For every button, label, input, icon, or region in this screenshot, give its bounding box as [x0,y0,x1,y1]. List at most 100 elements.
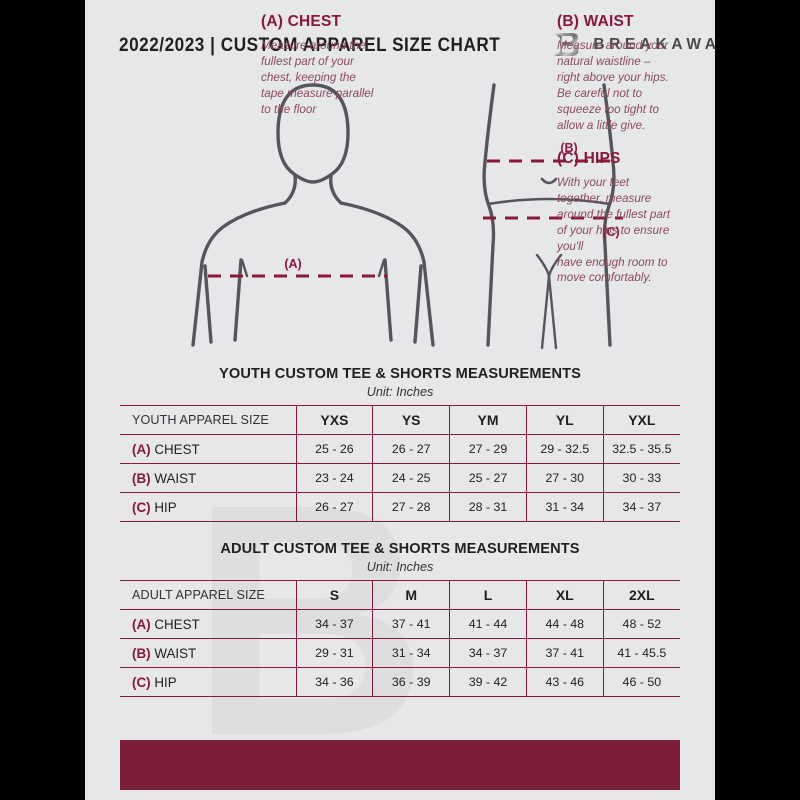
youth-size-header-2: YM [449,405,527,435]
page-title: 2022/2023 | CUSTOM APPAREL SIZE CHART [119,33,501,56]
adult-size-section: ADULT CUSTOM TEE & SHORTS MEASUREMENTS U… [85,541,715,697]
youth-chest-yl: 29 - 32.5 [525,434,604,464]
brand-logo: BREAKAWAY [552,30,715,60]
youth-waist-ys: 24 - 25 [372,463,450,493]
row-tag: (B) [132,470,151,486]
instruction-chest: (A) CHEST Measure around the fullest par… [261,13,441,118]
breakaway-b-logo-icon [554,33,579,56]
adult-row-label-chest: (A) CHEST [120,609,296,639]
row-tag: (A) [132,441,151,457]
row-label-text: CHEST [154,441,200,457]
youth-hip-yl: 31 - 34 [525,492,604,522]
table-row: (C) HIP 34 - 36 36 - 39 39 - 42 43 - 46 … [120,667,680,697]
adult-size-header-4: 2XL [602,580,680,610]
youth-chest-yxl: 32.5 - 35.5 [602,434,680,464]
adult-chest-s: 34 - 37 [295,609,373,639]
row-tag: (B) [132,645,151,661]
figure-right-arm [339,201,435,347]
adult-size-table: ADULT APPAREL SIZE S M L XL 2XL (A) CHES… [120,580,680,697]
row-tag: (C) [132,674,151,690]
adult-table-title: ADULT CUSTOM TEE & SHORTS MEASUREMENTS [220,541,580,557]
instruction-waist-body: Measure around your natural waistline – … [557,39,669,132]
youth-row-label-chest: (A) CHEST [120,434,296,464]
table-row: (A) CHEST 25 - 26 26 - 27 27 - 29 29 - 3… [120,434,680,464]
table-row: (B) WAIST 23 - 24 24 - 25 25 - 27 27 - 3… [120,463,680,493]
instruction-chest-body: Measure around the fullest part of your … [261,39,374,116]
adult-chest-xl: 44 - 48 [525,609,604,639]
row-label-text: HIP [154,499,177,515]
row-label-text: CHEST [154,616,200,632]
size-chart-page: B 2022/2023 | CUSTOM APPAREL SIZE CHART [85,0,715,800]
youth-hip-yxs: 26 - 27 [295,492,373,522]
adult-waist-l: 34 - 37 [449,638,527,668]
figure-left-arm [191,201,287,347]
youth-chest-ym: 27 - 29 [449,434,527,464]
table-row: (C) HIP 26 - 27 27 - 28 28 - 31 31 - 34 … [120,492,680,522]
instruction-waist-heading: (B) WAIST [557,13,634,30]
adult-label-header: ADULT APPAREL SIZE [120,580,296,610]
adult-row-label-hip: (C) HIP [120,667,296,697]
youth-chest-yxs: 25 - 26 [295,434,373,464]
adult-size-header-0: S [295,580,373,610]
footer-bar [120,740,680,790]
figure-hip-curve [486,197,612,206]
chest-marker-label: (A) [284,257,301,271]
youth-chest-ys: 26 - 27 [372,434,450,464]
table-header-row: ADULT APPAREL SIZE S M L XL 2XL [120,580,680,610]
figure-hip-left [482,83,496,347]
youth-row-label-waist: (B) WAIST [120,463,296,493]
row-label-text: HIP [154,674,177,690]
instruction-hips-body: With your feet together, measure around … [557,176,671,285]
youth-hip-ym: 28 - 31 [449,492,527,522]
figure-hem-left [233,258,243,342]
youth-waist-ym: 25 - 27 [449,463,527,493]
figure-navel [540,177,558,185]
instruction-hips-heading: (C) HIPS [557,150,621,167]
youth-hip-ys: 27 - 28 [372,492,450,522]
adult-hip-m: 36 - 39 [372,667,450,697]
waist-marker-label: (B) [560,141,577,155]
figure-inner-left [540,274,551,350]
youth-table-unit: Unit: Inches [366,385,434,399]
adult-chest-l: 41 - 44 [449,609,527,639]
adult-hip-xl: 43 - 46 [525,667,604,697]
figure-neck-left [283,173,297,205]
adult-hip-s: 34 - 36 [295,667,373,697]
instruction-waist: (B) WAIST Measure around your natural wa… [557,13,707,133]
youth-size-header-0: YXS [295,405,373,435]
figure-torso-right [413,264,423,344]
youth-table-title: YOUTH CUSTOM TEE & SHORTS MEASUREMENTS [219,366,581,382]
row-label-text: WAIST [154,470,197,486]
adult-size-header-1: M [372,580,450,610]
adult-table-unit: Unit: Inches [366,560,434,574]
table-header-row: YOUTH APPAREL SIZE YXS YS YM YL YXL [120,405,680,435]
figure-neck-right [329,173,343,205]
adult-waist-s: 29 - 31 [295,638,373,668]
adult-chest-m: 37 - 41 [372,609,450,639]
youth-label-header: YOUTH APPAREL SIZE [120,405,296,435]
youth-size-header-3: YL [525,405,604,435]
youth-size-table: YOUTH APPAREL SIZE YXS YS YM YL YXL (A) … [120,405,680,522]
figure-hem-right [383,258,393,342]
youth-hip-yxl: 34 - 37 [602,492,680,522]
youth-waist-yxs: 23 - 24 [295,463,373,493]
instruction-hips: (C) HIPS With your feet together, measur… [557,150,707,286]
youth-waist-yl: 27 - 30 [525,463,604,493]
body-measurement-illustration: (A) (B) (C) [85,70,715,370]
figure-inner-right [547,274,558,350]
youth-size-header-1: YS [372,405,450,435]
row-label-text: WAIST [154,645,197,661]
instruction-chest-heading: (A) CHEST [261,13,342,30]
row-tag: (C) [132,499,151,515]
table-row: (A) CHEST 34 - 37 37 - 41 41 - 44 44 - 4… [120,609,680,639]
adult-chest-2xl: 48 - 52 [602,609,680,639]
adult-row-label-waist: (B) WAIST [120,638,296,668]
youth-size-section: YOUTH CUSTOM TEE & SHORTS MEASUREMENTS U… [85,366,715,522]
figure-torso-left [203,264,213,344]
page-header: 2022/2023 | CUSTOM APPAREL SIZE CHART BR… [85,28,715,62]
adult-hip-l: 39 - 42 [449,667,527,697]
youth-size-header-4: YXL [602,405,680,435]
row-tag: (A) [132,616,151,632]
adult-waist-2xl: 41 - 45.5 [602,638,680,668]
youth-waist-yxl: 30 - 33 [602,463,680,493]
